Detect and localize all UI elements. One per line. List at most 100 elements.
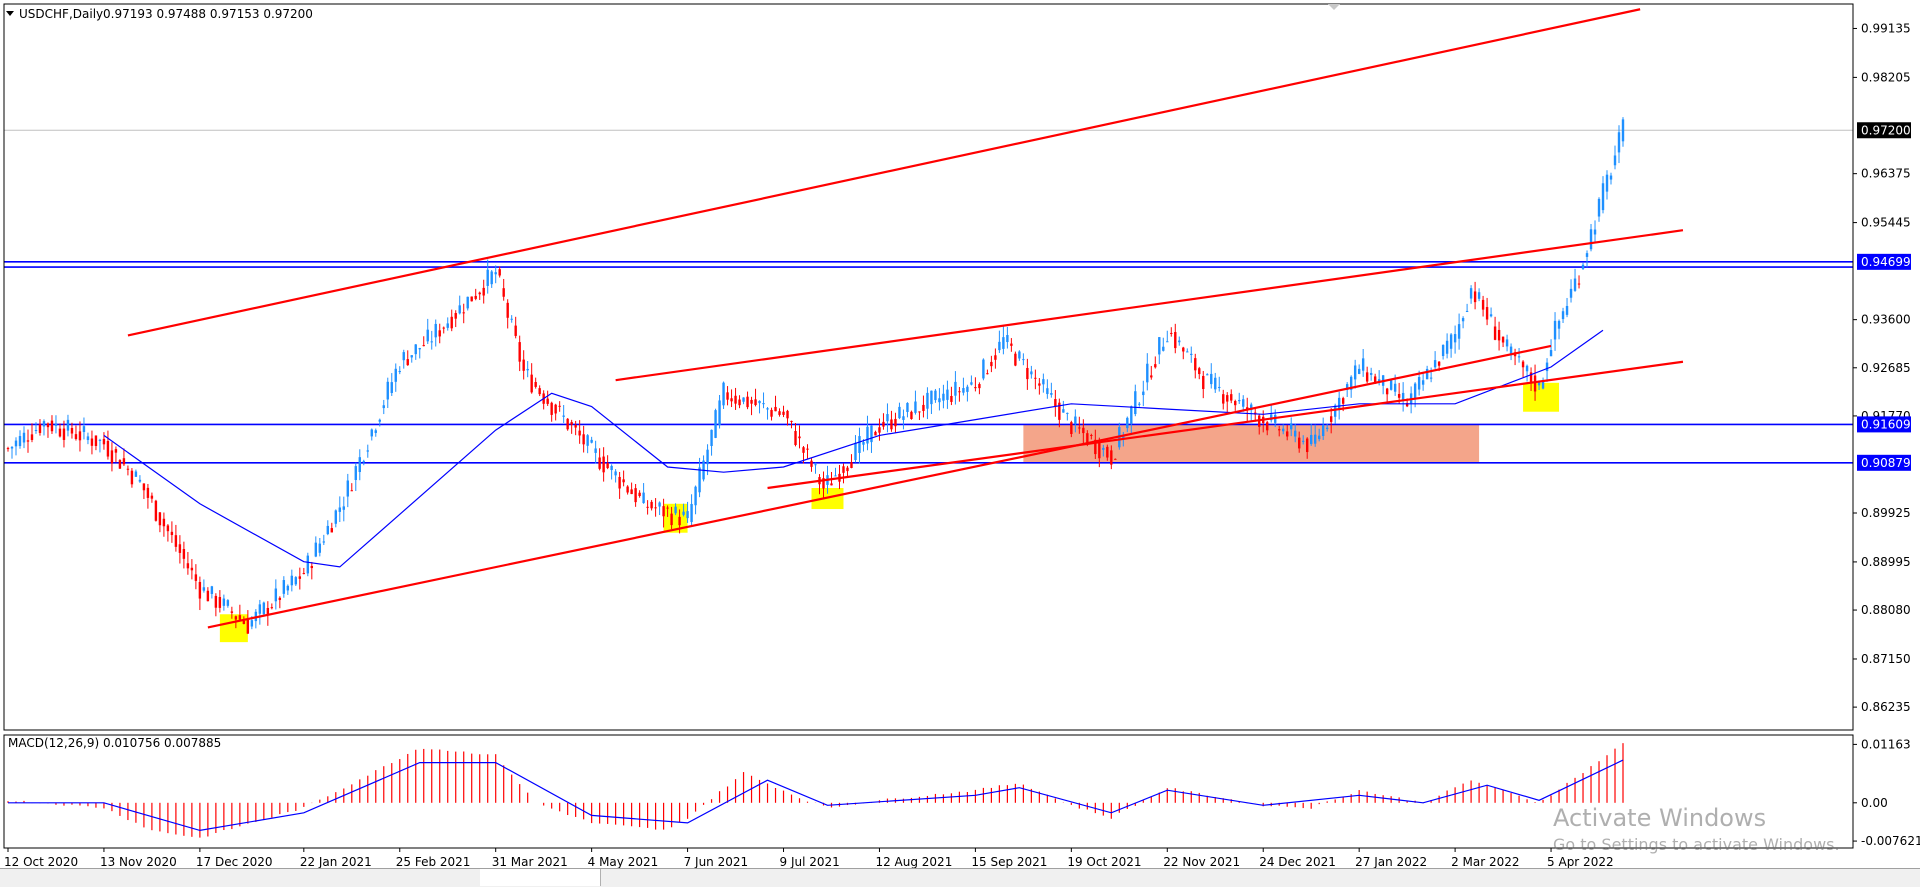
trend-line[interactable] [615, 229, 1684, 382]
candle-body [1373, 376, 1377, 384]
candle-body [390, 382, 393, 394]
candle-body [1325, 427, 1329, 429]
candle-body [614, 471, 617, 476]
candle [1609, 172, 1613, 185]
candle [174, 524, 178, 552]
trend-line[interactable] [207, 344, 1552, 629]
candle-body [42, 421, 46, 427]
candle-body [974, 387, 977, 389]
candle [1621, 117, 1625, 147]
candle-body [510, 318, 513, 320]
candle [506, 299, 509, 329]
candle [578, 420, 581, 444]
candle [1030, 365, 1033, 379]
candle-body [1561, 311, 1565, 320]
time-tick-label: 9 Jul 2021 [780, 855, 840, 869]
candle-body [258, 604, 262, 614]
candle-body [194, 574, 198, 581]
candle-body [678, 516, 681, 526]
candle [1218, 376, 1221, 392]
candle [974, 377, 977, 392]
candle [1313, 424, 1317, 447]
time-tick-label: 24 Dec 2021 [1259, 855, 1336, 869]
shift-marker-icon[interactable] [1328, 4, 1340, 10]
candle [1365, 366, 1369, 384]
candle [874, 430, 877, 436]
candle [298, 567, 302, 590]
candle [1034, 369, 1037, 390]
candle [450, 309, 453, 332]
candle-body [1549, 350, 1553, 357]
candle [454, 310, 457, 328]
candle-body [1537, 381, 1541, 386]
candle-body [50, 420, 54, 432]
trend-line[interactable] [127, 8, 1641, 337]
candle-body [498, 269, 501, 276]
candle [614, 469, 617, 483]
candle [1038, 378, 1041, 395]
candle [402, 349, 405, 369]
candle-body [566, 418, 569, 430]
candle [958, 387, 961, 402]
candle-body [634, 488, 637, 503]
candle [946, 380, 949, 409]
candle-body [570, 422, 573, 425]
chart-tab-active[interactable] [480, 869, 601, 886]
candle-body [1413, 383, 1417, 399]
candle [130, 468, 134, 488]
candle-body [778, 411, 781, 415]
time-tick-label: 12 Aug 2021 [875, 855, 952, 869]
candle-body [798, 436, 801, 439]
chart-frame [3, 3, 1854, 849]
candle [314, 536, 318, 558]
candle-body [442, 327, 445, 329]
candle-body [822, 478, 825, 489]
candle [1453, 325, 1457, 354]
candle [1194, 353, 1197, 379]
candle [330, 522, 333, 533]
candle [426, 318, 429, 344]
candle-body [706, 449, 709, 465]
candle [206, 587, 210, 602]
price-tick-label: 0.89925 [1861, 506, 1911, 520]
symbol-label: USDCHF,Daily [19, 7, 103, 21]
candle [642, 483, 645, 504]
candle-body [486, 269, 489, 286]
candle [930, 390, 933, 415]
candle [894, 412, 897, 433]
time-tick-label: 25 Feb 2021 [396, 855, 471, 869]
candle-body [358, 457, 361, 473]
candle-body [1066, 412, 1069, 414]
candle-body [34, 429, 38, 431]
candle-body [402, 352, 405, 361]
collapse-arrow-icon[interactable] [6, 11, 14, 16]
candle-body [294, 577, 298, 585]
candle [22, 426, 26, 449]
candle [1357, 364, 1361, 375]
candle-body [690, 503, 693, 523]
candle-body [1589, 229, 1593, 250]
candle [674, 503, 677, 516]
candle-body [554, 404, 557, 414]
trend-line[interactable] [767, 360, 1684, 490]
candle-body [1613, 155, 1617, 166]
candle-body [386, 381, 389, 400]
time-tick-label: 4 May 2021 [588, 855, 659, 869]
candle-body [1601, 183, 1605, 211]
candle-body [1401, 392, 1405, 401]
candle [910, 410, 913, 420]
candle [1186, 348, 1189, 353]
candle-body [926, 392, 929, 409]
candle [938, 388, 941, 411]
candle [970, 375, 973, 386]
candle [154, 499, 158, 522]
candle-body [1533, 375, 1537, 392]
candle [222, 594, 226, 611]
chart-tab[interactable] [0, 869, 481, 886]
candle [1433, 351, 1437, 370]
candle-body [66, 419, 70, 431]
candle [406, 350, 409, 366]
candle [398, 366, 401, 375]
